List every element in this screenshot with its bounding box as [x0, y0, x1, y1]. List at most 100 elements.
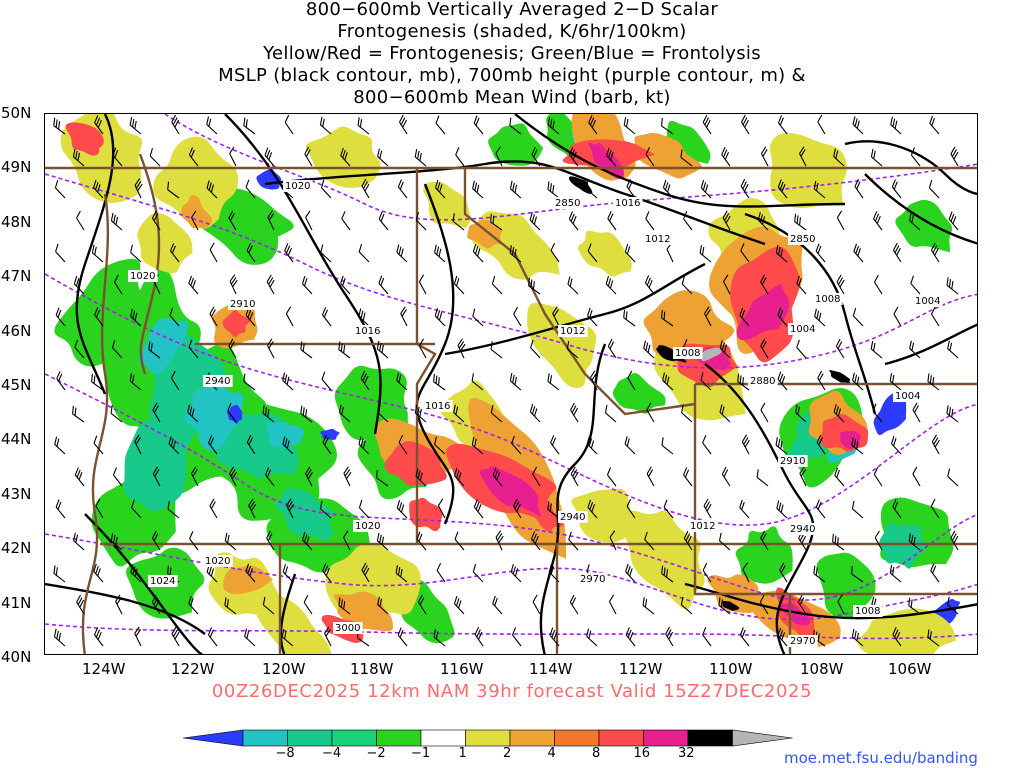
wind-barb — [662, 179, 674, 199]
wind-barb — [396, 500, 408, 519]
wind-barb — [436, 562, 446, 583]
wind-barb — [169, 243, 180, 263]
wind-barb — [646, 466, 655, 487]
wind-barb — [609, 530, 617, 551]
wind-barb — [434, 436, 446, 455]
wind-barb — [680, 149, 693, 167]
wind-barb — [815, 499, 826, 519]
wind-barb — [228, 210, 237, 231]
lon-tick-label: 120W — [262, 660, 306, 678]
wind-barb — [509, 372, 522, 391]
wind-barb — [53, 628, 66, 647]
wind-barb — [832, 533, 845, 551]
wind-barb — [927, 629, 940, 647]
wind-barb — [588, 115, 598, 135]
wind-barb — [228, 466, 238, 487]
wind-barb — [834, 467, 845, 487]
wind-barb — [361, 562, 370, 583]
wind-barb — [341, 211, 351, 231]
wind-barb — [853, 243, 864, 263]
contour-label-bg — [423, 400, 453, 412]
wind-barb — [874, 530, 883, 551]
wind-barb — [740, 243, 750, 263]
mslp-contour-label: 1004 — [915, 296, 940, 307]
contour-label-bg — [558, 325, 588, 337]
contour-labels: 1020 1020 1020 1016 1016 1016 1012 1012 1012 1008… — [128, 180, 943, 647]
title-line-4: MSLP (black contour, mb), 700mb height (… — [218, 65, 806, 86]
contour-label-bg — [913, 295, 943, 307]
wind-barb — [472, 180, 484, 199]
mslp-contour-line — [864, 173, 977, 245]
wind-barb — [585, 180, 598, 199]
wind-barb — [836, 210, 845, 231]
wind-barb — [623, 117, 636, 135]
wind-barb — [148, 341, 161, 359]
shade-region — [479, 466, 542, 517]
wind-barb — [702, 562, 712, 583]
wind-barb — [570, 402, 579, 423]
mslp-contour-line — [704, 363, 815, 654]
height-contour-label: 2940 — [790, 524, 815, 535]
contour-label-bg — [893, 390, 923, 402]
wind-barb — [510, 564, 522, 583]
wind-barb — [72, 148, 85, 167]
mslp-contour-label: 1008 — [815, 294, 840, 305]
wind-barb — [889, 565, 902, 583]
wind-barb — [495, 530, 504, 551]
wind-barb — [852, 372, 864, 391]
wind-barb — [473, 115, 484, 135]
wind-barb — [704, 306, 712, 327]
wind-barb — [931, 434, 940, 455]
wind-barb — [224, 597, 237, 615]
wind-barb — [552, 306, 560, 327]
wind-barb — [851, 500, 864, 519]
wind-barb — [170, 370, 180, 391]
credit-link[interactable]: moe.met.fsu.edu/banding — [784, 749, 978, 767]
wind-barb — [56, 371, 66, 391]
contour-label-bg — [203, 375, 233, 387]
wind-barb — [282, 564, 294, 583]
wind-barb — [110, 405, 123, 423]
wind-barb — [130, 308, 142, 327]
shade-region — [578, 230, 632, 277]
wind-barb — [245, 179, 256, 199]
wind-barb — [338, 341, 351, 359]
shade-region — [722, 600, 740, 611]
wind-barb — [112, 467, 123, 487]
colorbar-tick-label: 16 — [633, 746, 651, 761]
wind-barb — [873, 466, 883, 487]
wind-barb — [303, 594, 313, 615]
wind-barb — [228, 338, 237, 359]
wind-barb — [666, 242, 674, 263]
wind-barb — [607, 211, 617, 231]
wind-barb — [799, 466, 807, 487]
wind-barb — [757, 212, 769, 231]
mslp-contour-label: 1020 — [205, 556, 230, 567]
wind-barb — [665, 626, 674, 647]
contour-label-bg — [353, 325, 383, 337]
wind-barb — [167, 501, 180, 519]
wind-barb — [568, 147, 579, 167]
wind-barb — [130, 244, 142, 263]
shade-region — [184, 381, 244, 451]
title-line-3: Yellow/Red = Frontogenesis; Green/Blue =… — [263, 43, 761, 64]
wind-barb — [209, 242, 218, 263]
wind-barb — [55, 243, 66, 263]
wind-barb — [300, 341, 313, 359]
colorbar-tick-label: 4 — [547, 746, 556, 761]
wind-barb — [513, 306, 522, 327]
wind-barb — [72, 405, 85, 423]
wind-barb — [282, 372, 294, 391]
wind-barb — [604, 404, 617, 423]
colorbar-segment — [376, 729, 422, 747]
wind-barb — [115, 594, 123, 615]
wind-barb — [94, 307, 104, 327]
wind-barb — [304, 146, 313, 167]
contour-label-bg — [688, 520, 718, 532]
wind-barb — [700, 180, 712, 199]
wind-barb — [760, 274, 769, 295]
wind-barb — [814, 308, 826, 327]
wind-barb — [775, 244, 788, 263]
wind-barb — [642, 597, 655, 615]
wind-barb — [305, 210, 313, 231]
